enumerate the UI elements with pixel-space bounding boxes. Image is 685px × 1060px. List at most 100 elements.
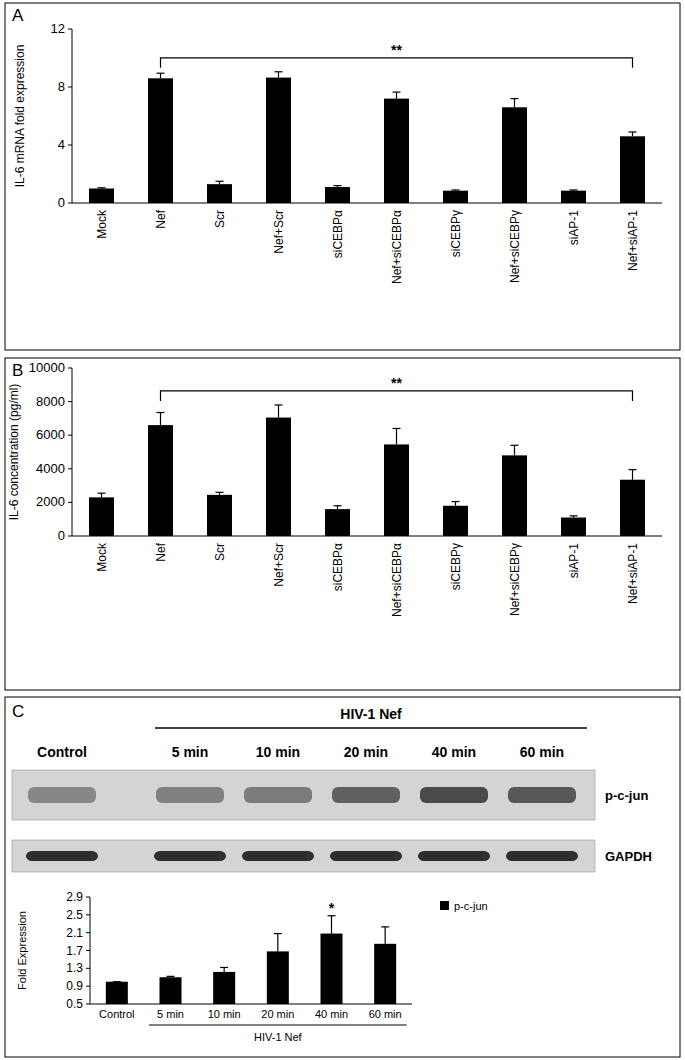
error-cap: [452, 189, 460, 190]
x-tick-label: siAP-1: [567, 543, 581, 579]
error-cap: [167, 976, 175, 977]
y-axis-label: IL-6 concentration (pg/ml): [7, 384, 21, 521]
error-line: [160, 73, 161, 78]
panel-label: A: [12, 6, 24, 25]
bar: [267, 951, 289, 1004]
x-tick-label: 40 min: [315, 1008, 348, 1020]
y-tick: [86, 968, 90, 969]
y-tick-label: 2.9: [66, 890, 83, 904]
error-bar: [511, 445, 519, 455]
bar: [89, 497, 114, 536]
error-cap: [274, 933, 282, 934]
error-bar: [393, 92, 401, 99]
bar: [148, 425, 173, 536]
y-axis-label: IL-6 mRNA fold expression: [13, 45, 27, 188]
panel-label: C: [12, 702, 24, 721]
x-tick-label: Nef+siCEBPα: [390, 210, 404, 284]
error-bar: [275, 405, 283, 418]
error-bar: [98, 187, 106, 189]
x-tick-label: Nef+siCEBPα: [390, 543, 404, 617]
error-line: [101, 493, 102, 497]
error-bar: [452, 189, 460, 191]
y-axis: [72, 368, 73, 536]
y-tick-label: 2.5: [66, 908, 83, 922]
error-bar: [511, 99, 519, 108]
x-tick-label: Nef+siCEBPγ: [508, 210, 522, 283]
error-bar: [274, 934, 282, 952]
blot-band-loading: [330, 851, 402, 861]
error-cap: [113, 981, 121, 982]
error-cap: [157, 73, 165, 74]
y-tick-label: 12: [51, 21, 65, 36]
lane-label: 5 min: [172, 744, 209, 760]
bar: [321, 934, 343, 1004]
y-tick: [68, 502, 72, 503]
error-bar: [328, 916, 336, 934]
error-line: [455, 502, 456, 506]
x-tick-label: Control: [99, 1008, 134, 1020]
error-line: [632, 470, 633, 480]
lane-label: 20 min: [344, 744, 388, 760]
error-bar: [157, 73, 165, 78]
blot-row-label: GAPDH: [605, 849, 652, 864]
y-tick: [68, 468, 72, 469]
x-tick-label: Nef: [154, 542, 168, 561]
panel-frame: [5, 358, 680, 690]
x-tick-label: Scr: [213, 210, 227, 228]
y-tick-label: 2000: [36, 494, 65, 509]
blot-band-loading: [506, 851, 578, 861]
y-tick: [68, 435, 72, 436]
bar: [325, 187, 350, 203]
bar: [106, 982, 128, 1004]
y-tick-label: 10000: [29, 360, 65, 375]
panel-frame: [5, 3, 680, 350]
error-cap: [393, 428, 401, 429]
error-line: [514, 99, 515, 108]
bar: [213, 972, 235, 1004]
y-tick-label: 8: [58, 79, 65, 94]
x-tick-label: siCEBPα: [331, 210, 345, 258]
error-bar: [113, 981, 121, 982]
y-tick: [86, 986, 90, 987]
y-tick-label: 4000: [36, 461, 65, 476]
blot-strip: [12, 770, 595, 820]
error-cap: [511, 445, 519, 446]
blot-band: [420, 787, 488, 803]
significance: *: [329, 900, 335, 916]
bar: [325, 509, 350, 536]
significance: **: [391, 42, 402, 58]
bar: [266, 78, 291, 203]
lane-label: Control: [37, 744, 87, 760]
error-cap: [334, 505, 342, 506]
error-bar: [216, 492, 224, 495]
bar: [89, 189, 114, 204]
bar: [443, 191, 468, 203]
y-axis: [72, 29, 73, 203]
error-cap: [570, 189, 578, 190]
error-bar: [167, 976, 175, 978]
bars: [89, 405, 645, 536]
significance-bracket: [161, 58, 633, 68]
y-tick: [68, 401, 72, 402]
legend-swatch: [440, 901, 449, 910]
x-tick-label: 10 min: [208, 1008, 241, 1020]
blot-strip: [12, 840, 595, 872]
x-tick-label: Nef+siCEBPγ: [508, 543, 522, 616]
y-tick: [86, 1004, 90, 1005]
error-cap: [157, 412, 165, 413]
panel-frame: [5, 697, 680, 1057]
x-tick-label: 5 min: [157, 1008, 184, 1020]
error-line: [632, 132, 633, 136]
error-cap: [220, 967, 228, 968]
bar: [160, 977, 182, 1004]
significance-bracket: [161, 391, 633, 401]
error-line: [396, 428, 397, 444]
y-tick: [86, 932, 90, 933]
x-tick-label: siAP-1: [567, 210, 581, 246]
x-tick-label: Nef+siAP-1: [626, 210, 640, 271]
bar: [502, 107, 527, 203]
error-cap: [511, 98, 519, 99]
error-line: [160, 413, 161, 426]
error-bar: [570, 516, 578, 518]
blot-band-loading: [154, 851, 226, 861]
